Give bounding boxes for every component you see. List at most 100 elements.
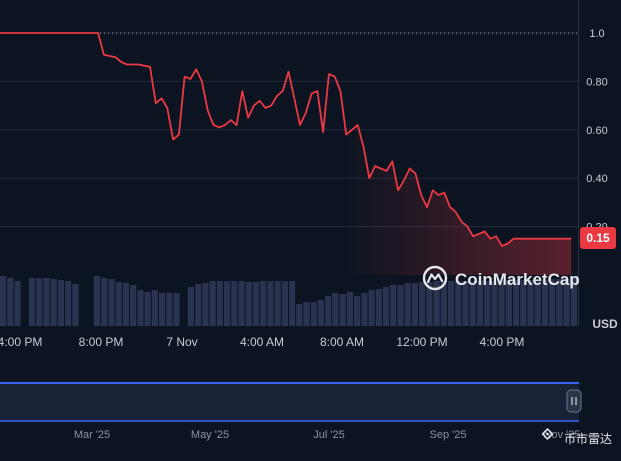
volume-bar xyxy=(14,281,21,326)
volume-bar xyxy=(527,280,534,326)
x-axis: 4:00 PM 8:00 PM 7 Nov 4:00 AM 8:00 AM 12:00 P… xyxy=(0,335,524,349)
current-price-label: 0.15 xyxy=(586,231,610,245)
volume-bar xyxy=(332,293,339,326)
volume-bar xyxy=(289,281,296,326)
volume-bar xyxy=(440,281,447,326)
volume-bar xyxy=(433,281,440,326)
volume-bar xyxy=(354,296,361,326)
price-line xyxy=(0,32,572,247)
volume-bar xyxy=(570,278,577,326)
volume-bar xyxy=(462,281,469,326)
range-navigator[interactable] xyxy=(0,382,582,422)
grid-lines xyxy=(0,0,579,326)
volume-bar xyxy=(498,280,505,326)
navigator-month-labels: Mar '25 May '25 Jul '25 Sep '25 Nov '25 xyxy=(74,429,581,441)
volume-bar xyxy=(158,293,166,326)
volume-bar xyxy=(267,281,274,326)
volume-bar xyxy=(101,278,108,326)
volume-bar xyxy=(296,304,303,326)
current-price-badge: 0.15 xyxy=(580,227,616,249)
volume-bar xyxy=(202,283,209,326)
volume-bars xyxy=(0,276,577,326)
corner-watermark-text: 币市雷达 xyxy=(564,431,612,446)
binance-square-logo-icon xyxy=(541,427,554,441)
volume-bar xyxy=(419,282,426,326)
volume-bar xyxy=(65,281,72,326)
volume-bar xyxy=(274,281,281,326)
x-tick-label: 4:00 PM xyxy=(480,335,525,349)
x-tick-label: 8:00 AM xyxy=(320,335,364,349)
volume-bar xyxy=(209,281,216,326)
volume-bar xyxy=(505,280,512,326)
y-axis: 1.00.800.600.400.20 xyxy=(586,28,607,234)
volume-bar xyxy=(216,281,223,326)
volume-bar xyxy=(36,278,43,326)
volume-bar xyxy=(122,283,129,326)
volume-bar xyxy=(563,279,570,326)
x-tick-label: 12:00 PM xyxy=(396,335,447,349)
volume-bar xyxy=(520,280,527,326)
y-tick-label: 1.0 xyxy=(589,28,604,40)
volume-bar xyxy=(382,287,390,326)
navigator-handle[interactable] xyxy=(566,389,582,413)
volume-bar xyxy=(281,281,288,326)
volume-bar xyxy=(404,283,411,326)
y-tick-label: 0.60 xyxy=(586,125,607,137)
volume-bar xyxy=(339,294,346,326)
volume-bar xyxy=(455,281,462,326)
volume-bar xyxy=(541,280,549,326)
volume-bar xyxy=(151,290,158,326)
volume-bar xyxy=(260,281,267,326)
x-tick-label: 4:00 PM xyxy=(0,335,42,349)
watermark-brand: CoinMarketCap xyxy=(455,270,580,289)
volume-bar xyxy=(325,296,332,326)
volume-bar xyxy=(426,282,433,326)
volume-bar xyxy=(484,281,491,326)
navigator-month-label: Nov '25 xyxy=(544,429,581,441)
volume-bar xyxy=(476,281,483,326)
volume-bar xyxy=(43,278,50,326)
volume-bar xyxy=(130,285,137,326)
x-tick-label: 8:00 PM xyxy=(79,335,124,349)
x-tick-label: 7 Nov xyxy=(166,335,197,349)
volume-bar xyxy=(115,282,122,326)
volume-bar xyxy=(549,279,556,326)
price-area-glow xyxy=(346,125,572,275)
volume-bar xyxy=(303,302,310,326)
volume-bar xyxy=(390,285,397,326)
volume-bar xyxy=(224,281,231,326)
volume-bar xyxy=(513,280,520,326)
volume-bar xyxy=(556,279,563,326)
volume-bar xyxy=(411,283,418,326)
volume-axis-label: USD xyxy=(592,317,618,331)
volume-bar xyxy=(7,278,14,326)
volume-bar xyxy=(0,276,7,326)
price-line-group xyxy=(0,32,572,247)
volume-bar xyxy=(397,285,404,326)
volume-bar xyxy=(108,279,115,326)
pause-handle-icon xyxy=(571,397,577,405)
volume-bar xyxy=(93,276,101,326)
navigator-window[interactable] xyxy=(0,382,579,422)
price-area-fill xyxy=(346,125,572,275)
volume-bar xyxy=(310,302,317,326)
corner-watermark: 币市雷达 xyxy=(541,427,612,446)
volume-bar xyxy=(195,284,202,326)
volume-bar xyxy=(245,282,252,326)
volume-bar xyxy=(72,284,79,326)
volume-bar xyxy=(447,281,455,326)
volume-bar xyxy=(346,292,353,326)
volume-bar xyxy=(50,279,57,326)
volume-bar xyxy=(368,290,375,326)
volume-bar xyxy=(28,278,36,326)
navigator-month-label: May '25 xyxy=(191,429,229,441)
volume-bar xyxy=(231,281,238,326)
navigator-month-label: Sep '25 xyxy=(430,429,467,441)
volume-bar xyxy=(57,280,64,326)
volume-bar xyxy=(469,281,476,326)
volume-bar xyxy=(166,293,173,326)
volume-bar xyxy=(187,287,194,326)
volume-bar xyxy=(238,281,245,326)
